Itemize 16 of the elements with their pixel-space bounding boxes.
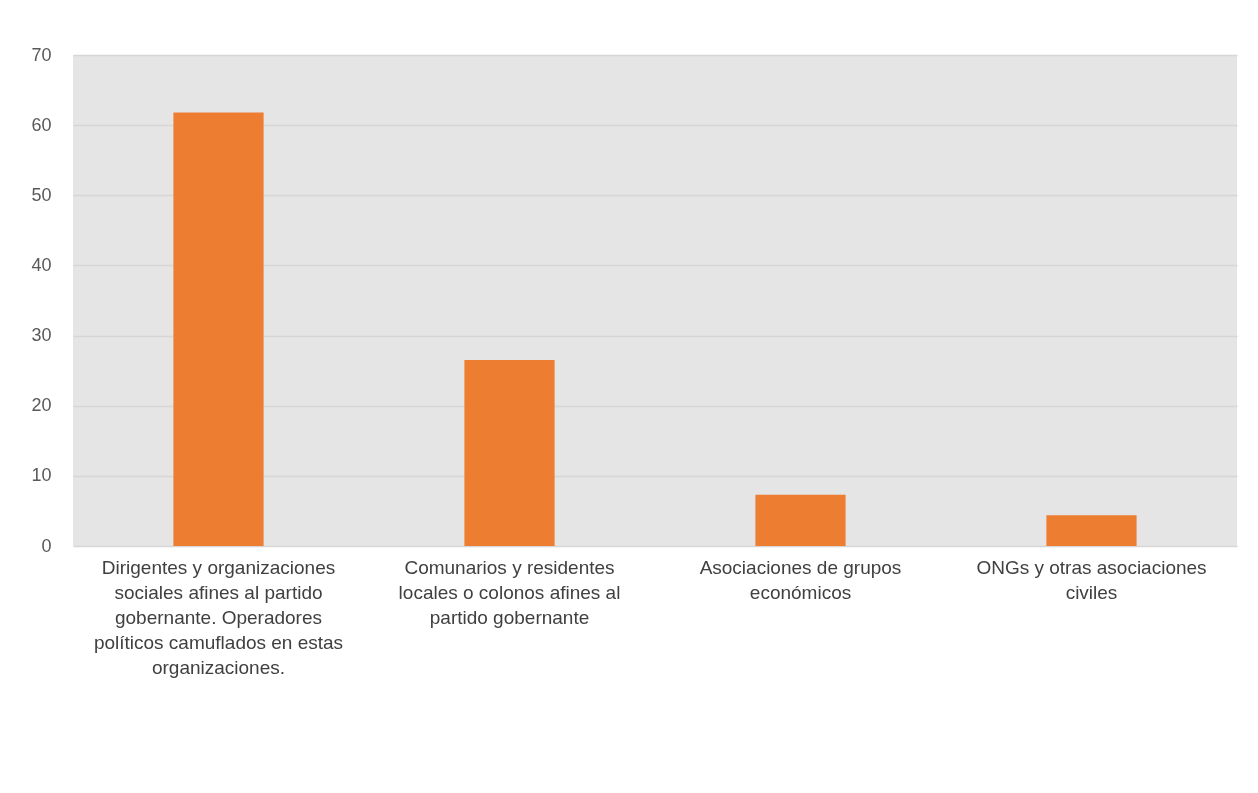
bar bbox=[173, 112, 264, 546]
y-tick-label: 70 bbox=[31, 44, 52, 65]
y-tick-label: 0 bbox=[41, 535, 52, 556]
bar bbox=[755, 494, 846, 546]
bar bbox=[1046, 515, 1137, 546]
bar bbox=[464, 360, 555, 546]
x-tick-label: Asociaciones de grupos económicos bbox=[699, 556, 902, 603]
y-tick-label: 10 bbox=[31, 465, 52, 486]
y-tick-label: 50 bbox=[31, 184, 52, 205]
y-tick-label: 30 bbox=[31, 325, 52, 346]
y-tick-label: 20 bbox=[31, 395, 52, 416]
x-tick-label: Comunarios y residentes locales o colonos afines al partido gobernante bbox=[398, 556, 621, 628]
x-tick-label: Dirigentes y organizaciones sociales afines al partido gobernante. Operadores políticos camuflados en estas organizaciones. bbox=[93, 556, 344, 678]
y-tick-label: 40 bbox=[31, 254, 52, 275]
x-tick-label: ONGs y otras asociaciones civiles bbox=[976, 556, 1207, 603]
y-tick-label: 60 bbox=[31, 114, 52, 135]
